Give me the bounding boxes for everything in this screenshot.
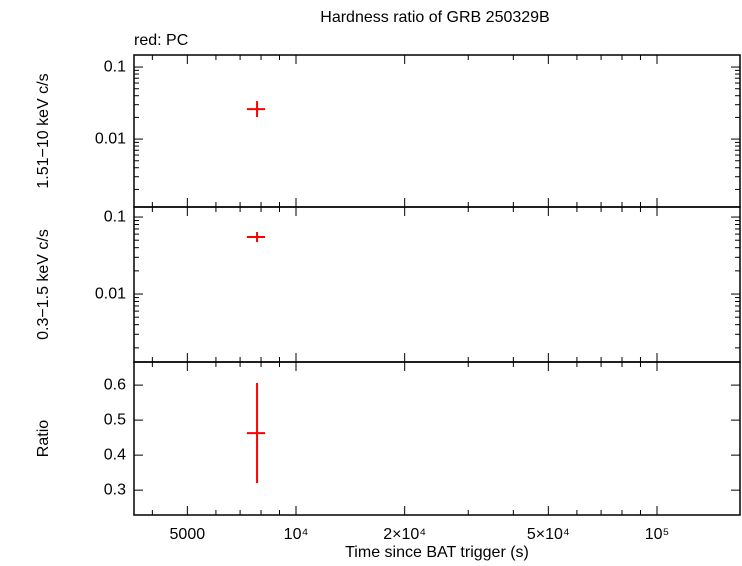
y-tick-label: 0.1: [104, 208, 126, 225]
x-tick-label: 5×10⁴: [527, 526, 570, 543]
y-tick-label: 0.1: [104, 58, 126, 75]
chart-title: Hardness ratio of GRB 250329B: [320, 9, 549, 26]
plot-frame: [133, 54, 741, 208]
y-tick-label: 0.6: [104, 376, 126, 393]
y-axis-label: 0.3−1.5 keV c/s: [35, 229, 52, 340]
x-tick-label: 10⁴: [284, 526, 309, 543]
plot-frame: [133, 361, 741, 516]
y-tick-label: 0.01: [95, 130, 126, 147]
y-tick-label: 0.01: [95, 285, 126, 302]
x-tick-label: 5000: [170, 526, 206, 543]
annotation: red: PC: [134, 32, 188, 49]
y-tick-label: 0.5: [104, 411, 126, 428]
x-axis-label: Time since BAT trigger (s): [345, 544, 529, 561]
y-axis-label: Ratio: [35, 420, 52, 457]
y-axis-label: 1.51−10 keV c/s: [35, 73, 52, 188]
x-tick-label: 2×10⁴: [383, 526, 426, 543]
y-tick-label: 0.3: [104, 481, 126, 498]
x-tick-label: 10⁵: [645, 526, 669, 543]
y-tick-label: 0.4: [104, 446, 126, 463]
plot-frame: [133, 206, 741, 363]
